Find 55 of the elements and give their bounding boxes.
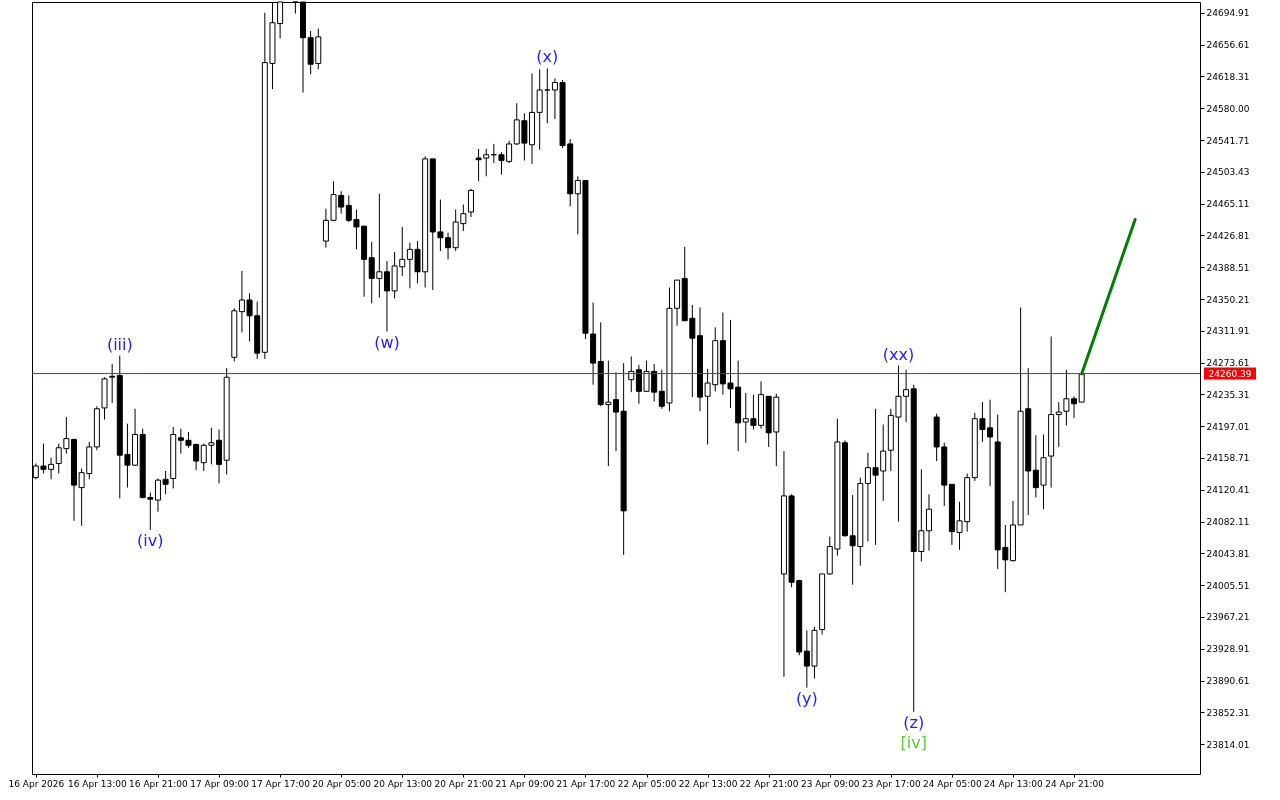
y-tick-label: 23928.91 [1206,644,1250,655]
x-tick-label: 22 Apr 05:00 [617,778,677,789]
y-tick-label: 23852.31 [1206,707,1250,718]
annotation: [iv] [900,732,927,752]
y-tick-label: 24043.81 [1206,548,1250,559]
candlestick [109,363,116,404]
y-tick-label: 23967.21 [1206,612,1250,623]
x-tick-label: 20 Apr 05:00 [312,778,372,789]
x-tick-label: 23 Apr 09:00 [800,778,860,789]
annotation: (y) [795,688,818,708]
y-tick-label: 24197.01 [1206,421,1250,432]
candlestick [544,67,551,124]
annotation: (xx) [882,344,915,364]
y-tick-label: 24541.71 [1206,135,1250,146]
x-tick-label: 20 Apr 21:00 [434,778,494,789]
y-tick-label: 24503.43 [1206,167,1250,178]
y-tick-label: 24158.71 [1206,453,1250,464]
x-tick-label: 17 Apr 17:00 [251,778,311,789]
y-tick-label: 24426.81 [1206,230,1250,241]
x-tick-label: 17 Apr 09:00 [190,778,250,789]
x-tick-label: 20 Apr 13:00 [373,778,433,789]
y-tick-label: 24618.31 [1206,71,1250,82]
candlestick [536,68,543,151]
y-tick-label: 23890.61 [1206,676,1250,687]
x-tick-label: 24 Apr 13:00 [984,778,1044,789]
annotation: (w) [374,332,400,352]
y-tick-label: 24350.21 [1206,294,1250,305]
ref-line-label: 24260.39 [1208,368,1252,379]
y-tick-label: 23814.01 [1206,739,1250,750]
x-tick-label: 16 Apr 13:00 [68,778,127,789]
candlestick [467,188,474,218]
y-tick-label: 24580.00 [1206,103,1250,114]
y-tick-label: 24273.61 [1206,358,1250,369]
y-tick-label: 24465.11 [1206,199,1250,210]
annotation: (z) [903,712,925,732]
x-tick-label: 21 Apr 17:00 [556,778,616,789]
x-tick-label: 16 Apr 2026 [8,778,65,789]
x-tick-label: 23 Apr 17:00 [861,778,921,789]
y-tick-label: 24311.91 [1206,326,1250,337]
annotation: (x) [536,47,559,67]
y-tick-label: 24694.91 [1206,8,1250,19]
y-tick-label: 24005.51 [1206,580,1250,591]
x-tick-label: 24 Apr 21:00 [1045,778,1105,789]
x-tick-label: 22 Apr 21:00 [739,778,799,789]
y-tick-label: 24388.51 [1206,262,1250,273]
y-tick-label: 24120.41 [1206,485,1250,496]
y-tick-label: 24656.61 [1206,40,1250,51]
x-tick-label: 21 Apr 09:00 [495,778,555,789]
x-tick-label: 16 Apr 21:00 [129,778,189,789]
y-tick-label: 24082.11 [1206,517,1250,528]
x-tick-label: 24 Apr 05:00 [923,778,983,789]
x-tick-label: 22 Apr 13:00 [678,778,738,789]
annotation: (iv) [137,530,164,550]
annotation: (iii) [106,334,133,354]
y-tick-label: 24235.31 [1206,389,1250,400]
